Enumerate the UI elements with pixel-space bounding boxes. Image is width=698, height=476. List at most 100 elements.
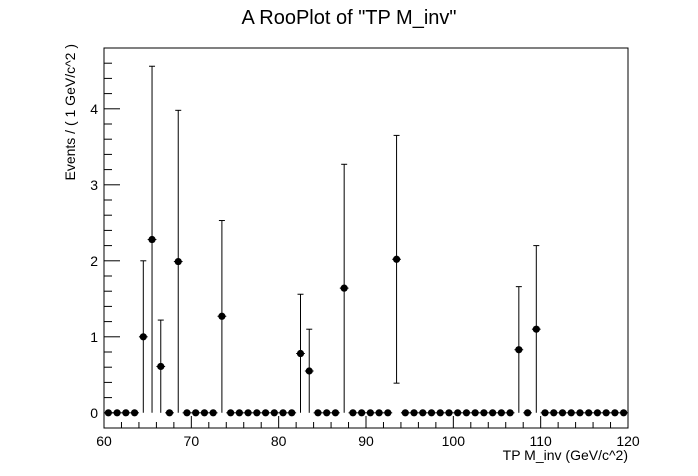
marker [419, 409, 427, 417]
data-point [383, 409, 393, 417]
data-point [182, 409, 192, 417]
data-point [348, 409, 358, 417]
data-point [418, 409, 428, 417]
data-point [427, 409, 436, 417]
data-point [549, 409, 559, 417]
data-point [313, 409, 323, 417]
marker [427, 409, 436, 417]
data-point [584, 409, 594, 417]
data-point [331, 409, 340, 417]
data-point [104, 409, 113, 417]
data-point [540, 409, 550, 417]
marker [157, 362, 165, 371]
marker [567, 409, 575, 417]
y-axis: 0 1 2 3 4 [90, 47, 120, 429]
data-point [392, 134, 401, 384]
y-tick-label: 0 [90, 405, 98, 421]
marker [183, 409, 191, 417]
marker [296, 349, 305, 358]
x-tick-label: 70 [184, 433, 200, 449]
marker [235, 409, 243, 417]
data-point [366, 409, 375, 417]
marker [279, 409, 287, 417]
data-point [130, 409, 139, 417]
marker [113, 409, 121, 417]
data-point [593, 409, 602, 417]
data-point [112, 409, 122, 417]
marker [174, 257, 182, 266]
marker [384, 409, 392, 417]
data-point [173, 109, 183, 413]
data-point [601, 409, 611, 417]
marker [602, 409, 610, 417]
data-point [505, 409, 515, 417]
marker [375, 409, 383, 417]
x-tick-label: 60 [96, 433, 112, 449]
marker [244, 409, 252, 417]
x-tick-label: 90 [358, 433, 374, 449]
data-point [269, 409, 279, 417]
data-point [400, 409, 410, 417]
marker [139, 333, 147, 341]
marker [218, 312, 226, 320]
marker [340, 284, 348, 292]
chart-title: A RooPlot of "TP M_inv" [241, 7, 456, 29]
marker [209, 409, 217, 417]
data-point [462, 409, 471, 417]
data-point [287, 409, 297, 417]
marker [523, 409, 532, 417]
data-point [514, 286, 524, 413]
data-point [226, 409, 235, 417]
data-point [304, 328, 314, 413]
marker [331, 409, 340, 417]
marker [489, 409, 497, 417]
marker [261, 409, 270, 417]
marker [620, 409, 628, 417]
marker [349, 409, 357, 417]
x-tick-label: 110 [530, 433, 553, 449]
marker [471, 409, 479, 417]
marker [165, 409, 174, 417]
marker [541, 409, 549, 417]
data-points [104, 65, 628, 417]
marker [358, 409, 366, 417]
y-tick-label: 3 [90, 177, 98, 193]
marker [122, 409, 130, 417]
marker [436, 409, 444, 417]
marker [227, 409, 235, 417]
marker [445, 409, 453, 417]
data-point [619, 409, 628, 417]
data-point [479, 409, 489, 417]
data-point [200, 409, 209, 417]
data-point [138, 260, 148, 413]
data-point [165, 409, 174, 417]
marker [270, 409, 278, 417]
x-axis-label: TP M_inv (GeV/c^2) [503, 447, 628, 463]
y-tick-label: 4 [90, 101, 98, 117]
data-point [217, 220, 227, 413]
data-point [243, 409, 253, 417]
data-point [444, 409, 454, 417]
x-axis: 60 70 80 90 100 110 120 [96, 416, 640, 449]
data-point [374, 409, 384, 417]
marker [104, 409, 112, 417]
data-point [523, 409, 532, 417]
data-point [235, 409, 244, 417]
marker [192, 409, 200, 417]
data-point [147, 65, 157, 413]
data-point [296, 293, 305, 413]
data-point [191, 409, 201, 417]
marker [401, 409, 409, 417]
marker [558, 409, 567, 417]
marker [253, 409, 261, 417]
data-point [261, 409, 270, 417]
data-point [156, 319, 166, 413]
data-point [435, 409, 445, 417]
marker [148, 235, 156, 244]
x-tick-label: 120 [616, 433, 640, 449]
y-axis-label: Events / ( 1 GeV/c^2 ) [62, 44, 78, 181]
data-point [339, 163, 349, 413]
marker [366, 409, 374, 417]
marker [462, 409, 471, 417]
